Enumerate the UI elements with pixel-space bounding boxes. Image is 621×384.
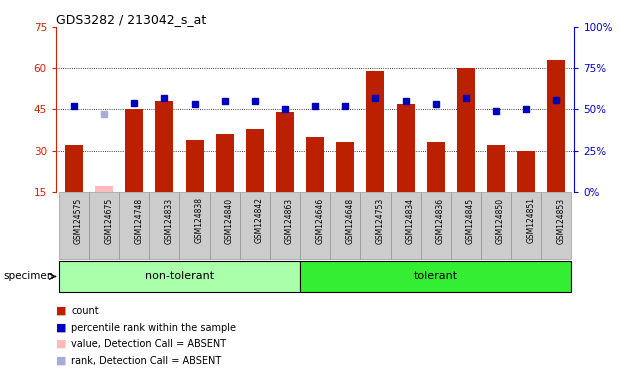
Bar — [270, 192, 300, 259]
Bar — [210, 192, 240, 259]
Text: GSM124748: GSM124748 — [134, 197, 143, 243]
Text: tolerant: tolerant — [414, 271, 458, 281]
Text: percentile rank within the sample: percentile rank within the sample — [71, 323, 237, 333]
Bar — [186, 140, 204, 192]
Bar — [179, 192, 210, 259]
Bar — [487, 145, 505, 192]
Bar — [149, 192, 179, 259]
Text: GSM124863: GSM124863 — [285, 197, 294, 243]
Text: GSM124838: GSM124838 — [194, 197, 204, 243]
Text: count: count — [71, 306, 99, 316]
Text: GSM124648: GSM124648 — [345, 197, 355, 243]
Bar — [397, 104, 415, 192]
Bar — [330, 192, 360, 259]
Bar — [420, 192, 451, 259]
Text: GSM124834: GSM124834 — [406, 197, 415, 243]
Bar — [366, 71, 384, 192]
Text: rank, Detection Call = ABSENT: rank, Detection Call = ABSENT — [71, 356, 222, 366]
Bar — [59, 261, 300, 292]
Text: value, Detection Call = ABSENT: value, Detection Call = ABSENT — [71, 339, 227, 349]
Bar — [451, 192, 481, 259]
Text: specimen: specimen — [3, 271, 53, 281]
Text: ■: ■ — [56, 306, 66, 316]
Text: ■: ■ — [56, 323, 66, 333]
Bar — [511, 192, 542, 259]
Bar — [215, 134, 233, 192]
Bar — [336, 142, 355, 192]
Bar — [59, 192, 89, 259]
Bar — [427, 142, 445, 192]
Text: GSM124851: GSM124851 — [526, 197, 535, 243]
Bar — [517, 151, 535, 192]
Bar — [65, 145, 83, 192]
Text: GSM124575: GSM124575 — [74, 197, 83, 243]
Bar — [89, 192, 119, 259]
Text: GSM124842: GSM124842 — [255, 197, 264, 243]
Text: GSM124836: GSM124836 — [436, 197, 445, 243]
Bar — [481, 192, 511, 259]
Bar — [391, 192, 420, 259]
Text: GSM124753: GSM124753 — [376, 197, 384, 243]
Bar — [240, 192, 270, 259]
Bar — [95, 187, 113, 192]
Bar — [119, 192, 149, 259]
Bar — [360, 192, 391, 259]
Text: ■: ■ — [56, 339, 66, 349]
Bar — [547, 60, 565, 192]
Bar — [125, 109, 143, 192]
Bar — [542, 192, 571, 259]
Bar — [246, 129, 264, 192]
Text: GSM124845: GSM124845 — [466, 197, 475, 243]
Text: GDS3282 / 213042_s_at: GDS3282 / 213042_s_at — [56, 13, 206, 26]
Text: ■: ■ — [56, 356, 66, 366]
Bar — [306, 137, 324, 192]
Text: GSM124833: GSM124833 — [165, 197, 173, 243]
Text: GSM124646: GSM124646 — [315, 197, 324, 243]
Bar — [457, 68, 475, 192]
Bar — [300, 261, 571, 292]
Bar — [276, 112, 294, 192]
Text: GSM124850: GSM124850 — [496, 197, 505, 243]
Bar — [300, 192, 330, 259]
Text: GSM124675: GSM124675 — [104, 197, 113, 243]
Text: GSM124853: GSM124853 — [556, 197, 565, 243]
Bar — [155, 101, 173, 192]
Text: non-tolerant: non-tolerant — [145, 271, 214, 281]
Text: GSM124840: GSM124840 — [225, 197, 233, 243]
